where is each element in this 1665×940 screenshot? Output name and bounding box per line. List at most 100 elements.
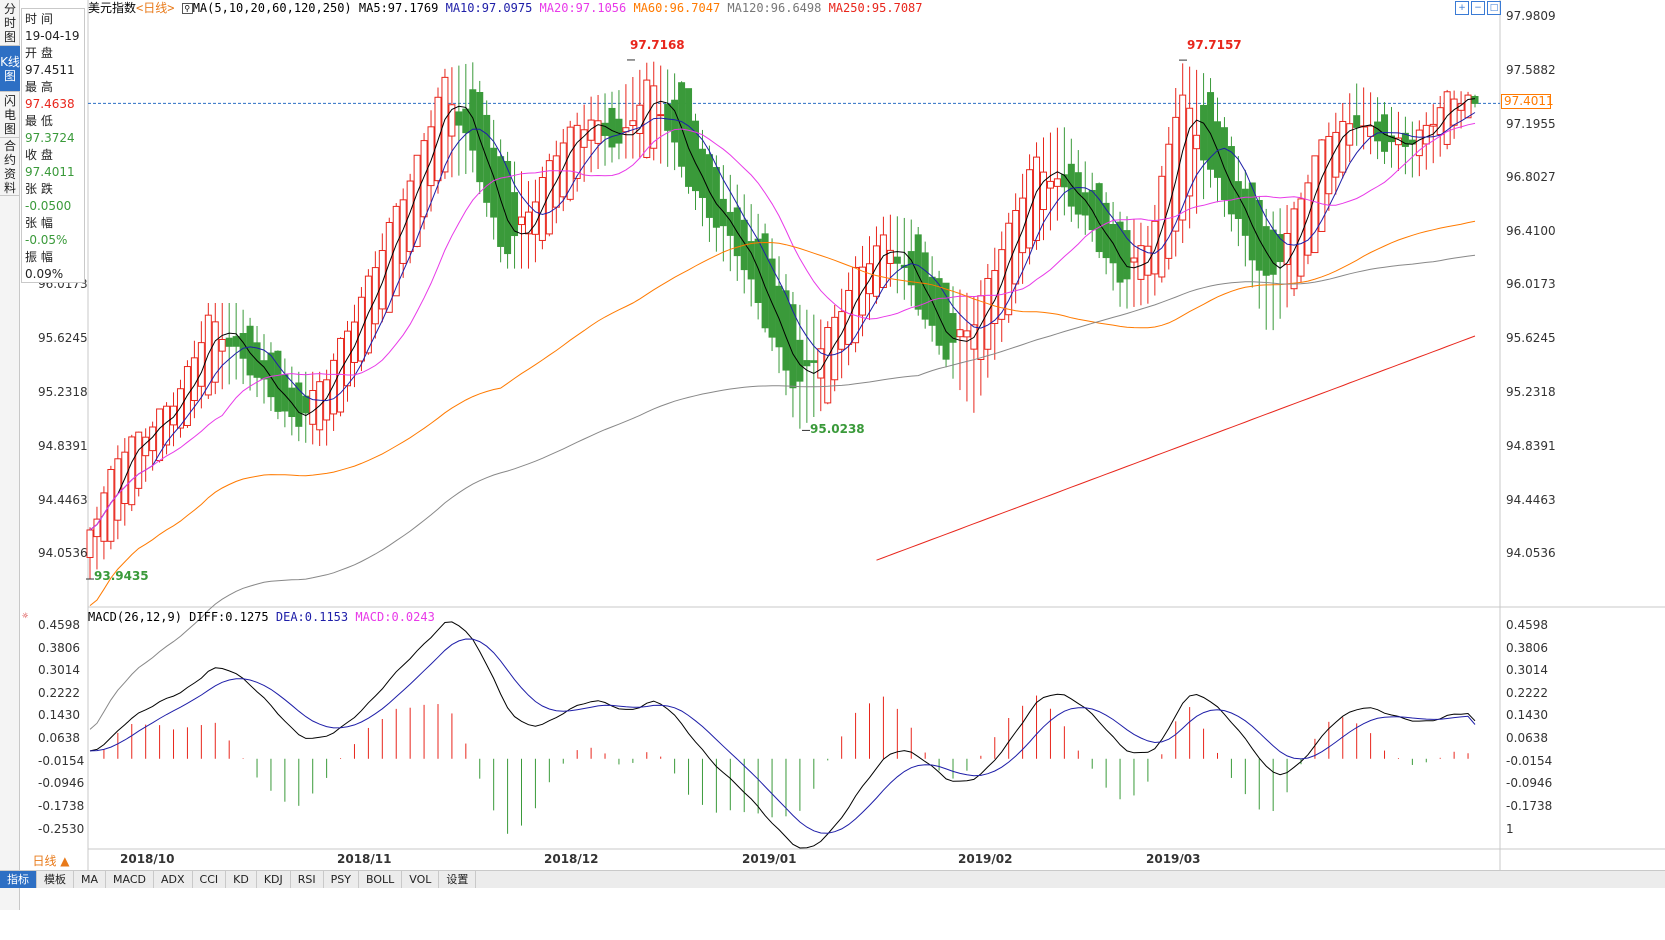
tab-psy[interactable]: PSY	[324, 871, 359, 888]
candle-body	[1304, 182, 1312, 256]
ma60-line	[89, 220, 1476, 606]
candle-body	[949, 313, 957, 343]
candle-body	[1415, 129, 1423, 157]
candle-body	[845, 289, 853, 345]
tab-kdj[interactable]: KDJ	[257, 871, 291, 888]
date-label: 2018/11	[337, 852, 392, 866]
legend-period[interactable]: <日线>	[136, 1, 175, 15]
candle-body	[838, 311, 846, 350]
legend-ma5: MA5:97.1769	[358, 1, 439, 15]
candle-body	[197, 342, 205, 387]
tab-template[interactable]: 模板	[37, 871, 74, 888]
price-tick: 97.5882	[1506, 63, 1556, 77]
price-tick-left: 94.4463	[38, 493, 88, 507]
candle-body	[685, 88, 693, 187]
tab-settings[interactable]: 设置	[439, 871, 477, 888]
legend-ma250: MA250:95.7087	[828, 1, 923, 15]
legend-ma60: MA60:96.7047	[633, 1, 721, 15]
macd-settings-icon[interactable]: ☼	[22, 611, 29, 622]
open-value: 97.4511	[25, 63, 75, 77]
candle-body	[1276, 234, 1284, 263]
candle-body	[1353, 115, 1361, 128]
candle-body	[991, 270, 999, 325]
candle-body	[657, 114, 665, 117]
chart-canvas[interactable]	[0, 0, 1665, 910]
candle-body	[1165, 143, 1173, 259]
price-axis: 97.9809 97.5882 97.1955 96.8027 96.4100 …	[1500, 0, 1665, 910]
candle-body	[1311, 155, 1319, 254]
low-label: 最 低	[25, 114, 53, 128]
candle-body	[1339, 120, 1347, 173]
candle-body	[1318, 139, 1326, 232]
candle-body	[921, 252, 929, 320]
candle-body	[615, 118, 623, 144]
price-tick-left: 95.2318	[38, 385, 88, 399]
tab-indicator[interactable]: 指标	[0, 871, 37, 888]
candle-body	[1033, 156, 1041, 241]
candle-body	[378, 250, 386, 310]
tab-vol[interactable]: VOL	[402, 871, 440, 888]
candle-body	[1207, 92, 1215, 170]
tab-cci[interactable]: CCI	[193, 871, 227, 888]
candle-body	[462, 108, 470, 134]
candle-body	[1046, 180, 1054, 189]
last-price-tag: 97.4011	[1501, 94, 1554, 109]
candle-body	[1269, 229, 1277, 275]
candle-body	[1297, 198, 1305, 277]
price-tick: 95.2318	[1506, 385, 1556, 399]
candle-body	[587, 119, 595, 141]
low-marker-label: 95.0238	[810, 422, 865, 436]
high-marker-label: 97.7157	[1187, 38, 1242, 52]
high-label: 最 高	[25, 80, 53, 94]
tab-macd[interactable]: MACD	[106, 871, 154, 888]
time-value: 19-04-19	[25, 29, 80, 43]
macd-tick: -0.0154	[1506, 754, 1553, 768]
price-tick-left: 95.6245	[38, 331, 88, 345]
candle-body	[504, 160, 512, 255]
side-tab-kline[interactable]: K线图	[0, 46, 20, 92]
side-tab-flash[interactable]: 闪电图	[0, 92, 20, 138]
side-tab-timeshare[interactable]: 分时图	[0, 0, 20, 46]
macd-value: MACD:0.0243	[355, 610, 435, 624]
zoom-in-icon[interactable]: +	[1455, 1, 1469, 15]
candle-body	[893, 256, 901, 264]
time-label: 时 间	[25, 12, 53, 26]
candle-body	[100, 492, 108, 542]
price-tick: 96.4100	[1506, 224, 1556, 238]
side-tab-contract-info[interactable]: 合约资料	[0, 138, 20, 196]
candle-body	[1401, 132, 1409, 147]
amplitude-value: 0.09%	[25, 267, 64, 281]
tab-ma[interactable]: MA	[74, 871, 107, 888]
tab-boll[interactable]: BOLL	[359, 871, 403, 888]
change-label: 张 跌	[25, 182, 53, 196]
maximize-icon[interactable]: □	[1487, 1, 1501, 15]
zoom-out-icon[interactable]: −	[1471, 1, 1485, 15]
candle-body	[831, 316, 839, 381]
legend-ma10: MA10:97.0975	[445, 1, 533, 15]
macd-diff: DIFF:0.1275	[189, 610, 269, 624]
close-label: 收 盘	[25, 148, 53, 162]
candle-body	[629, 120, 637, 127]
candle-body	[1346, 123, 1354, 146]
legend-settings-icon[interactable]: ⚲	[181, 3, 193, 14]
date-label: 2018/12	[544, 852, 599, 866]
price-tick: 96.0173	[1506, 277, 1556, 291]
candle-body	[337, 337, 345, 413]
ma120-line	[89, 254, 1476, 730]
candle-body	[886, 249, 894, 264]
period-selector[interactable]: 日线 ▲	[22, 853, 80, 869]
candle-body	[350, 321, 358, 363]
tab-adx[interactable]: ADX	[154, 871, 193, 888]
tab-rsi[interactable]: RSI	[291, 871, 324, 888]
candle-body	[476, 92, 484, 183]
macd-unit-label: 1	[1506, 822, 1514, 836]
macd-tick-left: -0.2530	[38, 822, 85, 836]
candle-body	[879, 234, 887, 289]
candle-body	[211, 321, 219, 383]
tab-kd[interactable]: KD	[226, 871, 257, 888]
low-marker-label: 93.9435	[94, 569, 149, 583]
candle-body	[1290, 208, 1298, 290]
legend-name: 美元指数	[88, 1, 137, 15]
price-tick: 94.8391	[1506, 439, 1556, 453]
candle-body	[1186, 107, 1194, 197]
